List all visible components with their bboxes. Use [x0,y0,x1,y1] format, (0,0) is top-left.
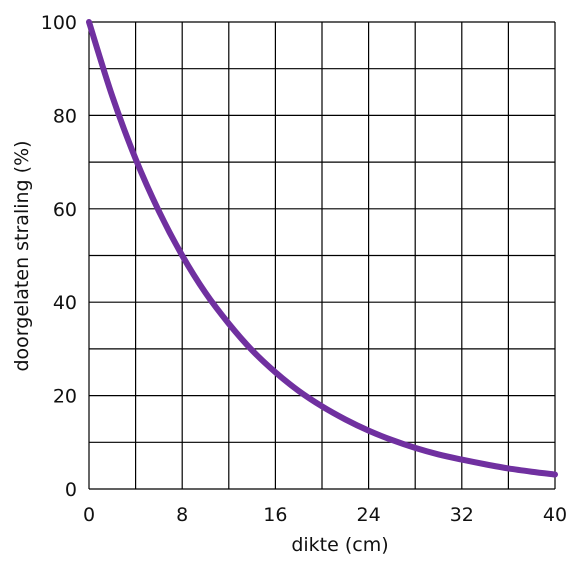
y-tick-label: 100 [41,12,77,34]
x-tick-label: 8 [176,504,188,526]
series-line-0 [86,19,558,478]
x-tick-label: 0 [83,504,95,526]
y-tick-label: 60 [53,199,77,221]
x-tick-label: 16 [263,504,287,526]
y-tick-label: 20 [53,386,77,408]
series-layer [86,19,558,478]
y-tick-label: 80 [53,105,77,127]
x-tick-label: 40 [543,504,567,526]
y-tick-label: 0 [65,479,77,501]
x-tick-label: 32 [450,504,474,526]
y-axis-label: doorgelaten straling (%) [11,140,33,371]
y-tick-label: 40 [53,292,77,314]
grid [88,21,556,490]
x-tick-label: 24 [357,504,381,526]
x-axis-label: dikte (cm) [291,534,388,556]
tick-labels: 0 8 16 24 32 40 0 20 40 60 80 100 [41,12,567,526]
